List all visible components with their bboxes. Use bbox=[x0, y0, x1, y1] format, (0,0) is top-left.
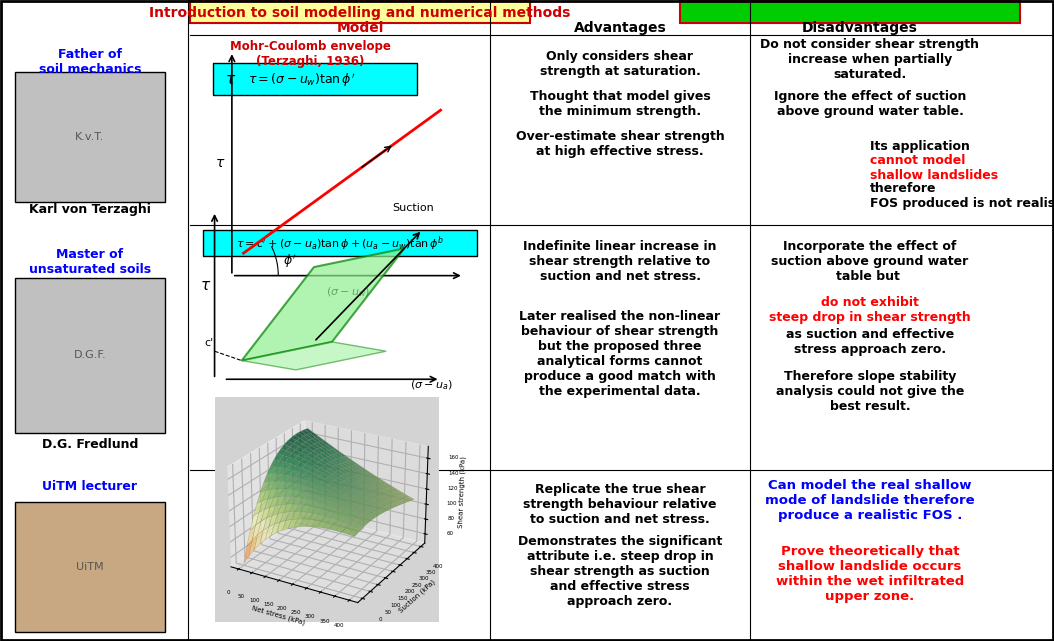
Text: Replicate the true shear
strength behaviour relative
to suction and net stress.: Replicate the true shear strength behavi… bbox=[523, 483, 717, 526]
Text: Zone1: Zone1 bbox=[262, 545, 297, 555]
Text: Mohr-Coulomb envelope
(Terzaghi, 1936): Mohr-Coulomb envelope (Terzaghi, 1936) bbox=[230, 40, 390, 68]
Text: therefore
FOS produced is not realistic.: therefore FOS produced is not realistic. bbox=[870, 182, 1054, 210]
Text: Suction: Suction bbox=[392, 203, 434, 213]
Text: Karl von Terzaghi: Karl von Terzaghi bbox=[30, 203, 151, 217]
Y-axis label: Suction (kPa): Suction (kPa) bbox=[397, 579, 436, 614]
Text: Incorporate the effect of
suction above ground water
table but: Incorporate the effect of suction above … bbox=[772, 240, 969, 283]
Text: $\tau$: $\tau$ bbox=[200, 278, 211, 294]
Text: $\phi'$: $\phi'$ bbox=[282, 253, 296, 271]
Text: Therefore slope stability
analysis could not give the
best result.: Therefore slope stability analysis could… bbox=[776, 370, 964, 413]
Text: D.G. Fredlund: D.G. Fredlund bbox=[42, 438, 138, 451]
Polygon shape bbox=[241, 342, 386, 370]
Text: $(\sigma-u_a)$: $(\sigma-u_a)$ bbox=[410, 379, 452, 392]
FancyBboxPatch shape bbox=[203, 230, 477, 256]
Polygon shape bbox=[241, 248, 405, 360]
Text: UiTM: UiTM bbox=[76, 562, 103, 572]
Bar bbox=[15, 502, 165, 632]
Text: Prove theoretically that
shallow landslide occurs
within the wet infiltrated
upp: Prove theoretically that shallow landsli… bbox=[776, 545, 964, 603]
Text: Disadvantages: Disadvantages bbox=[802, 21, 918, 35]
Text: Its application: Its application bbox=[870, 140, 974, 153]
Text: Introduction to soil modelling and numerical methods: Introduction to soil modelling and numer… bbox=[150, 6, 570, 20]
Text: Can model the real shallow
mode of landslide therefore
produce a realistic FOS .: Can model the real shallow mode of lands… bbox=[765, 479, 975, 522]
FancyBboxPatch shape bbox=[213, 63, 417, 95]
FancyBboxPatch shape bbox=[680, 1, 1020, 23]
Text: Advantages: Advantages bbox=[573, 21, 666, 35]
Text: Only considers shear
strength at saturation.: Only considers shear strength at saturat… bbox=[540, 50, 701, 78]
Text: Over-estimate shear strength
at high effective stress.: Over-estimate shear strength at high eff… bbox=[515, 130, 724, 158]
Bar bbox=[15, 72, 165, 202]
Text: K.v.T.: K.v.T. bbox=[76, 132, 104, 142]
Text: as suction and effective
stress approach zero.: as suction and effective stress approach… bbox=[786, 328, 954, 356]
Text: Father of
soil mechanics: Father of soil mechanics bbox=[39, 48, 141, 76]
Text: $\tau=c'+(\sigma-u_a)\tan\phi+(u_a-u_w)\tan\phi^b$: $\tau=c'+(\sigma-u_a)\tan\phi+(u_a-u_w)\… bbox=[236, 235, 444, 253]
Text: Zone2: Zone2 bbox=[242, 585, 277, 595]
X-axis label: Net stress (kPa): Net stress (kPa) bbox=[251, 604, 306, 626]
Text: Extended Mohr-Coulomb envelope: Extended Mohr-Coulomb envelope bbox=[221, 399, 424, 410]
Text: $\tau = (\sigma - u_w)\tan\phi'$: $\tau = (\sigma - u_w)\tan\phi'$ bbox=[248, 71, 355, 88]
Text: UiTM lecturer: UiTM lecturer bbox=[42, 480, 137, 493]
Text: Do not consider shear strength
increase when partially
saturated.: Do not consider shear strength increase … bbox=[761, 38, 979, 81]
Text: Master of
unsaturated soils: Master of unsaturated soils bbox=[28, 248, 151, 276]
Text: do not exhibit
steep drop in shear strength: do not exhibit steep drop in shear stren… bbox=[769, 296, 971, 324]
Text: Demonstrates the significant
attribute i.e. steep drop in
shear strength as suct: Demonstrates the significant attribute i… bbox=[518, 535, 722, 608]
Text: $\tau$: $\tau$ bbox=[215, 156, 226, 171]
Text: cannot model
shallow landslides: cannot model shallow landslides bbox=[870, 154, 998, 182]
Text: Thought that model gives
the minimum strength.: Thought that model gives the minimum str… bbox=[529, 90, 710, 118]
Text: c': c' bbox=[204, 338, 214, 347]
Text: Model: Model bbox=[336, 21, 384, 35]
Text: Later realised the non-linear
behaviour of shear strength
but the proposed three: Later realised the non-linear behaviour … bbox=[520, 310, 721, 398]
Text: (Fredlund et al., 1978): (Fredlund et al., 1978) bbox=[257, 412, 389, 422]
Text: Ignore the effect of suction
above ground water table.: Ignore the effect of suction above groun… bbox=[774, 90, 967, 118]
Text: $(\sigma-u_w)$: $(\sigma-u_w)$ bbox=[326, 286, 370, 299]
Text: Indefinite linear increase in
shear strength relative to
suction and net stress.: Indefinite linear increase in shear stre… bbox=[523, 240, 717, 283]
Text: $\tau$: $\tau$ bbox=[225, 72, 236, 88]
Bar bbox=[15, 278, 165, 433]
FancyBboxPatch shape bbox=[190, 1, 530, 23]
Text: D.G.F.: D.G.F. bbox=[74, 350, 106, 360]
